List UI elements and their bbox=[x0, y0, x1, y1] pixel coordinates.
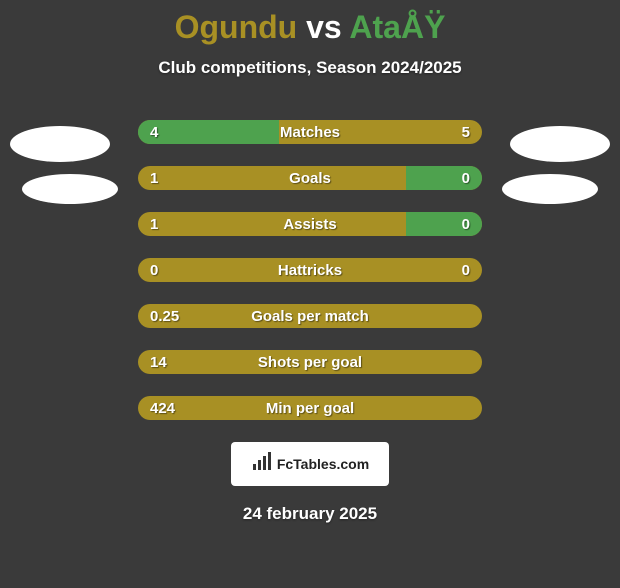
stat-value-right: 5 bbox=[450, 120, 482, 144]
stat-value-left: 424 bbox=[138, 396, 187, 420]
stat-row: Goals per match0.25 bbox=[138, 304, 482, 328]
stat-row: Goals1 0 bbox=[138, 166, 482, 190]
stat-label: Shots per goal bbox=[138, 350, 482, 374]
brand-box: FcTables.com bbox=[231, 442, 389, 486]
stat-row: Shots per goal14 bbox=[138, 350, 482, 374]
avatar-left-0 bbox=[10, 126, 110, 162]
avatar-right-1 bbox=[502, 174, 598, 204]
avatar-right-0 bbox=[510, 126, 610, 162]
stat-value-left: 0 bbox=[138, 258, 170, 282]
subtitle: Club competitions, Season 2024/2025 bbox=[0, 58, 620, 78]
stat-label: Hattricks bbox=[138, 258, 482, 282]
stat-label: Matches bbox=[138, 120, 482, 144]
brand-text: FcTables.com bbox=[277, 456, 369, 472]
stat-label: Min per goal bbox=[138, 396, 482, 420]
stat-value-left: 14 bbox=[138, 350, 179, 374]
stat-label: Goals bbox=[138, 166, 482, 190]
stat-value-left: 0.25 bbox=[138, 304, 191, 328]
avatar-left-1 bbox=[22, 174, 118, 204]
stat-row: Hattricks0 0 bbox=[138, 258, 482, 282]
stat-label: Assists bbox=[138, 212, 482, 236]
stat-value-left: 1 bbox=[138, 166, 170, 190]
stat-row: Min per goal424 bbox=[138, 396, 482, 420]
stat-value-right: 0 bbox=[450, 258, 482, 282]
stat-value-left: 1 bbox=[138, 212, 170, 236]
comparison-title: Ogundu vs AtaÅŸ bbox=[0, 8, 620, 46]
stat-value-left: 4 bbox=[138, 120, 170, 144]
bar-chart-icon bbox=[251, 452, 273, 477]
stat-row: Assists1 0 bbox=[138, 212, 482, 236]
vs-separator: vs bbox=[306, 9, 349, 45]
stat-row: Matches4 5 bbox=[138, 120, 482, 144]
date-label: 24 february 2025 bbox=[0, 504, 620, 524]
player-left-name: Ogundu bbox=[175, 9, 298, 45]
stats-container: Matches45Goals10Assists10Hattricks00Goal… bbox=[138, 120, 482, 420]
stat-value-right: 0 bbox=[450, 166, 482, 190]
player-right-name: AtaÅŸ bbox=[349, 9, 445, 45]
stat-value-right: 0 bbox=[450, 212, 482, 236]
